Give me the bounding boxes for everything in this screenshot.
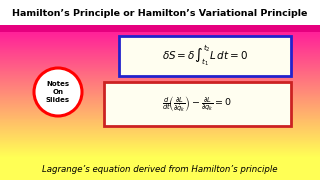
Bar	[0, 0, 320, 25]
Bar	[0, 158, 320, 180]
Text: Hamilton’s Principle or Hamilton’s Variational Principle: Hamilton’s Principle or Hamilton’s Varia…	[12, 10, 308, 19]
Bar	[0, 25, 320, 32]
Text: $\frac{d}{dt}\!\left(\frac{\partial L}{\partial \dot{q}_k}\right) - \frac{\parti: $\frac{d}{dt}\!\left(\frac{\partial L}{\…	[163, 94, 233, 114]
Circle shape	[34, 68, 82, 116]
FancyBboxPatch shape	[104, 82, 291, 126]
Text: Lagrange’s equation derived from Hamilton’s principle: Lagrange’s equation derived from Hamilto…	[42, 165, 278, 174]
FancyBboxPatch shape	[119, 36, 291, 76]
Text: Notes
On
Slides: Notes On Slides	[46, 80, 70, 104]
Text: $\delta S = \delta \int_{t_1}^{t_2} L\, dt = 0$: $\delta S = \delta \int_{t_1}^{t_2} L\, …	[162, 44, 248, 68]
